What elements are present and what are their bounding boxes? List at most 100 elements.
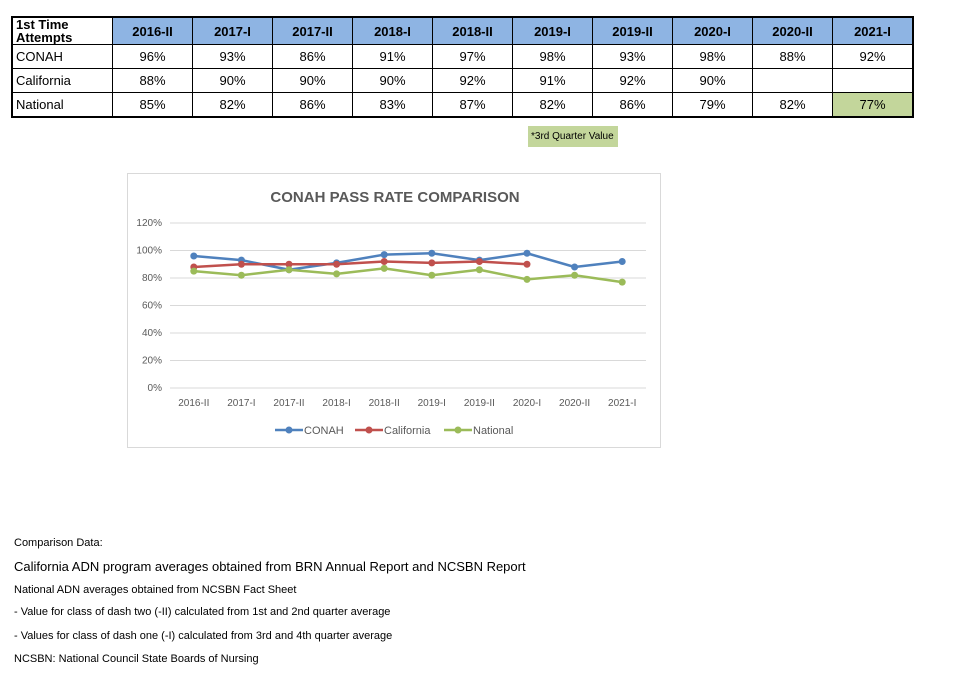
legend: CONAH California National: [275, 425, 513, 437]
third-quarter-note: *3rd Quarter Value: [528, 126, 618, 147]
x-tick-label: 2016-II: [178, 398, 209, 409]
x-tick-label: 2021-I: [608, 398, 636, 409]
data-point: [571, 263, 579, 271]
y-tick-label: 20%: [142, 356, 162, 367]
chart-container: CONAH PASS RATE COMPARISON 0% 20% 40% 60% 80…: [127, 173, 661, 448]
table-cell: 92%: [832, 44, 914, 69]
data-point: [190, 252, 198, 260]
row-label: National: [11, 92, 113, 118]
data-point: [428, 271, 436, 279]
data-point: [190, 267, 198, 275]
table-cell: 87%: [432, 92, 513, 118]
table-cell: [752, 68, 833, 93]
data-point: [380, 251, 388, 259]
corner-label: 1st Time Attempts: [11, 16, 113, 45]
table-cell: 79%: [672, 92, 753, 118]
data-point: [523, 249, 531, 257]
table-row: CONAH 96% 93% 86% 91% 97% 98% 93% 98% 88% 92%: [11, 44, 914, 69]
footer-heading: Comparison Data:: [14, 537, 103, 549]
period-header: 2018-II: [432, 16, 513, 45]
footer-national-note: National ADN averages obtained from NCSB…: [14, 584, 297, 596]
legend-label: CONAH: [304, 425, 344, 437]
data-point: [333, 260, 341, 268]
table-cell: 88%: [752, 44, 833, 69]
table-cell: 88%: [112, 68, 193, 93]
grid-layer: 0% 20% 40% 60% 80% 100% 120% 2016-II 2017-I 2017-…: [136, 218, 646, 409]
data-point: [237, 271, 245, 279]
period-header: 2019-I: [512, 16, 593, 45]
data-point: [428, 249, 436, 257]
legend-marker: [365, 426, 373, 434]
x-tick-label: 2018-II: [369, 398, 400, 409]
data-point: [475, 266, 483, 274]
x-tick-label: 2019-II: [464, 398, 495, 409]
data-point: [475, 258, 483, 265]
pass-rate-table: 1st Time Attempts 2016-II 2017-I 2017-II 20…: [11, 16, 914, 118]
table-cell: 98%: [512, 44, 593, 69]
period-header: 2018-I: [352, 16, 433, 45]
footer-dash-two-note: - Value for class of dash two (-II) calc…: [14, 606, 391, 618]
y-tick-label: 0%: [148, 383, 163, 394]
table-cell: 82%: [512, 92, 593, 118]
series-line-california: [193, 260, 528, 269]
data-point: [380, 264, 388, 272]
table-row: National 85% 82% 86% 83% 87% 82% 86% 79% 82% 77%: [11, 92, 914, 118]
series-line-national: [193, 267, 623, 284]
table-cell: 82%: [752, 92, 833, 118]
table-cell: 90%: [272, 68, 353, 93]
data-point: [523, 260, 531, 268]
table-body: CONAH 96% 93% 86% 91% 97% 98% 93% 98% 88% 92% Calif…: [11, 44, 914, 118]
table-cell: 91%: [512, 68, 593, 93]
data-point: [380, 258, 388, 265]
line-chart: CONAH PASS RATE COMPARISON 0% 20% 40% 60% 80…: [136, 189, 646, 437]
table-row: California 88% 90% 90% 90% 92% 91% 92% 90%: [11, 68, 914, 93]
table-cell: 85%: [112, 92, 193, 118]
table-cell: 86%: [272, 44, 353, 69]
table-cell: 93%: [192, 44, 273, 69]
table-cell: 92%: [432, 68, 513, 93]
table-cell: 82%: [192, 92, 273, 118]
period-header: 2016-II: [112, 16, 193, 45]
legend-label: National: [473, 425, 513, 437]
chart-title: CONAH PASS RATE COMPARISON: [270, 189, 519, 206]
x-tick-label: 2020-I: [513, 398, 541, 409]
y-tick-label: 60%: [142, 301, 162, 312]
y-tick-label: 120%: [136, 218, 162, 229]
period-header: 2019-II: [592, 16, 673, 45]
table-cell: 93%: [592, 44, 673, 69]
y-tick-label: 100%: [136, 246, 162, 257]
table-cell: [832, 68, 914, 93]
period-header: 2017-II: [272, 16, 353, 45]
table-header-row: 1st Time Attempts 2016-II 2017-I 2017-II 20…: [11, 16, 914, 45]
table-cell: 86%: [592, 92, 673, 118]
table-cell: 90%: [352, 68, 433, 93]
footer-california-note: California ADN program averages obtained…: [14, 559, 526, 574]
x-tick-label: 2017-II: [273, 398, 304, 409]
legend-marker: [454, 426, 462, 434]
footer-dash-one-note: - Values for class of dash one (-I) calc…: [14, 630, 393, 642]
table-cell: 98%: [672, 44, 753, 69]
data-point: [523, 275, 531, 283]
table-cell: 96%: [112, 44, 193, 69]
x-tick-label: 2020-II: [559, 398, 590, 409]
period-header: 2021-I: [832, 16, 914, 45]
y-tick-label: 80%: [142, 273, 162, 284]
data-point: [428, 259, 436, 267]
table-cell: 92%: [592, 68, 673, 93]
period-header: 2020-I: [672, 16, 753, 45]
data-point: [571, 271, 579, 279]
period-header: 2017-I: [192, 16, 273, 45]
data-point: [618, 278, 626, 286]
footer-ncsbn-note: NCSBN: National Council State Boards of …: [14, 653, 259, 665]
row-label: CONAH: [11, 44, 113, 69]
x-tick-label: 2018-I: [322, 398, 350, 409]
legend-label: California: [384, 425, 431, 437]
table-cell: 90%: [672, 68, 753, 93]
period-header: 2020-II: [752, 16, 833, 45]
legend-marker: [285, 426, 293, 434]
y-tick-label: 40%: [142, 328, 162, 339]
table-cell: 86%: [272, 92, 353, 118]
data-point: [618, 258, 626, 265]
data-point: [285, 266, 293, 274]
table-cell: 77%: [832, 92, 914, 118]
